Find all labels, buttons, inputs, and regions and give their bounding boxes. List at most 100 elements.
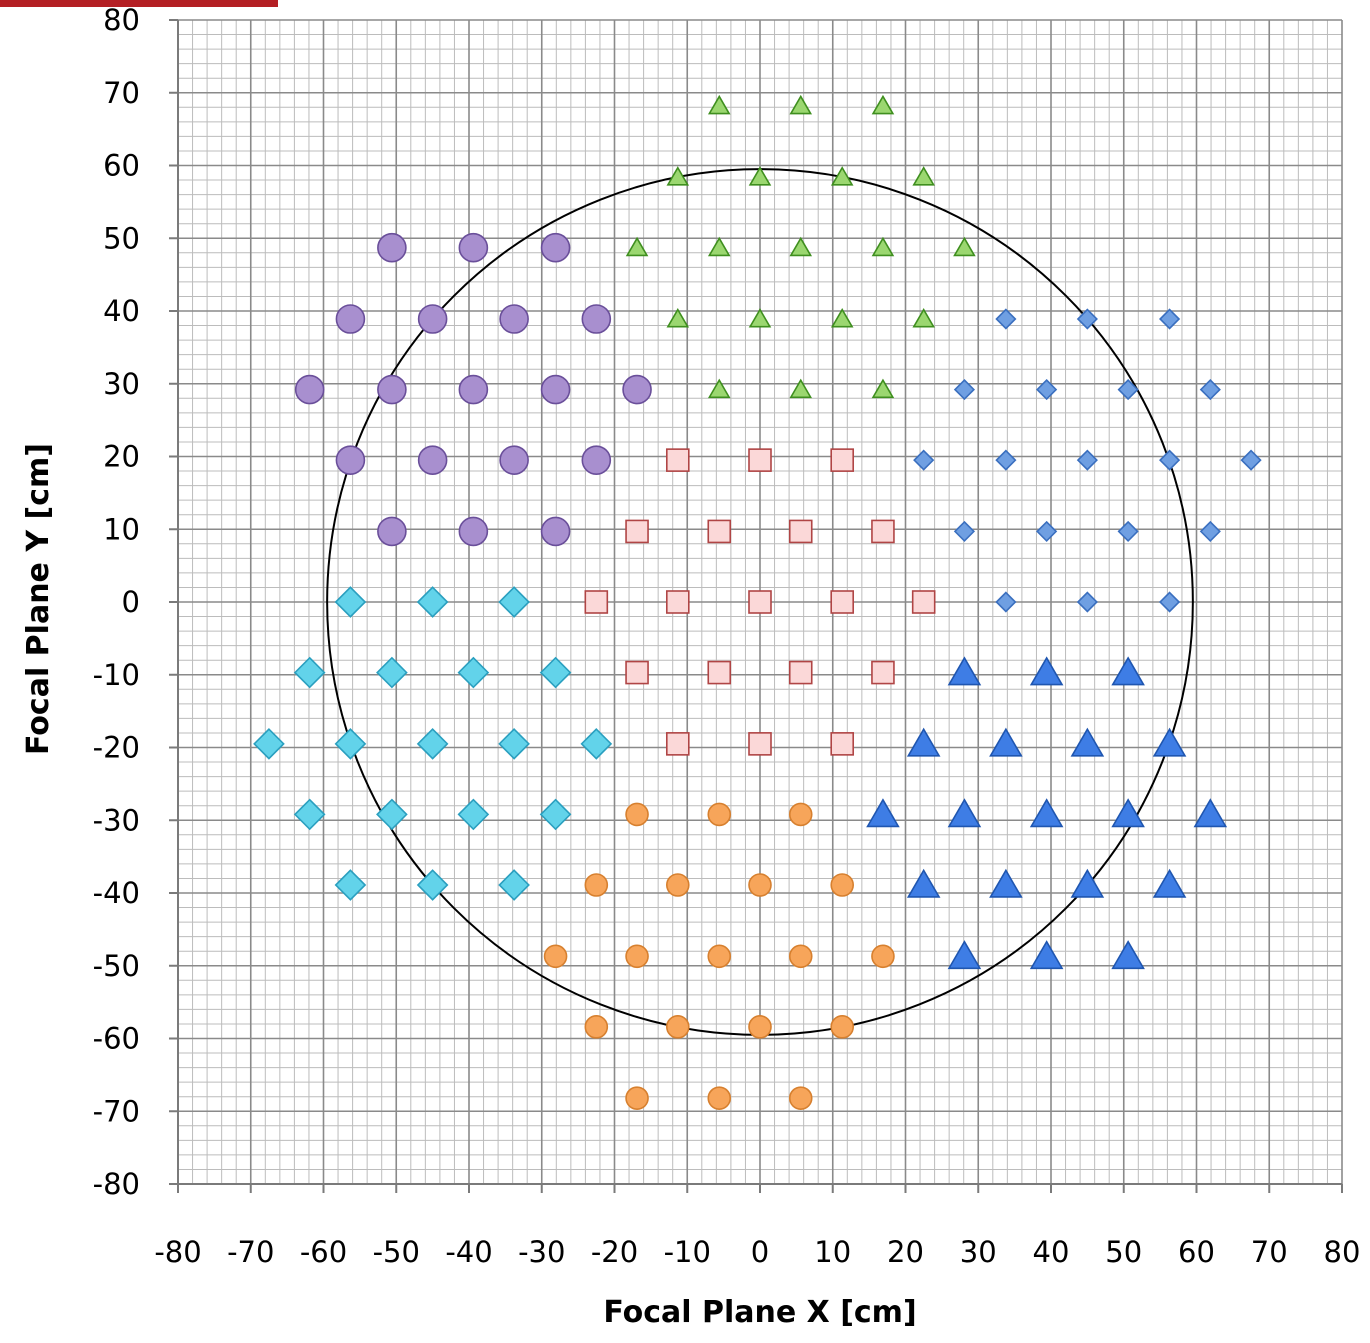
data-point-triangle <box>666 166 690 186</box>
data-point-circle <box>499 445 529 475</box>
data-point-diamond <box>995 308 1017 330</box>
data-point-circle <box>707 802 732 827</box>
data-point-square <box>665 448 690 472</box>
x-tick-label: -30 <box>518 1235 565 1269</box>
corner-accent-bar <box>0 0 278 7</box>
x-tick-label: 40 <box>1033 1235 1070 1269</box>
series-4 <box>584 448 936 756</box>
data-point-triangle <box>789 236 813 257</box>
x-tick-label: -10 <box>664 1235 711 1269</box>
data-point-circle <box>871 944 895 969</box>
data-point-circle <box>625 802 649 827</box>
y-tick-label: -40 <box>93 876 140 910</box>
data-point-triangle <box>1111 798 1145 828</box>
data-point-circle <box>377 374 407 405</box>
y-tick-label: 50 <box>103 221 140 255</box>
data-point-diamond <box>1159 308 1181 330</box>
data-point-square <box>748 590 772 614</box>
data-point-diamond <box>913 449 935 471</box>
data-point-circle <box>584 873 609 897</box>
y-tick-label: -80 <box>93 1167 140 1201</box>
data-point-square <box>830 448 855 472</box>
data-point-triangle <box>707 94 731 115</box>
data-point-circle <box>458 232 489 263</box>
data-point-diamond <box>498 869 530 901</box>
data-point-circle <box>458 374 489 405</box>
x-tick-label: -20 <box>591 1235 638 1269</box>
data-point-diamond <box>293 656 326 689</box>
data-point-triangle <box>989 727 1023 757</box>
data-point-triangle <box>866 798 900 828</box>
data-point-diamond <box>539 656 572 689</box>
data-point-triangle <box>1152 727 1187 757</box>
y-tick-label: 10 <box>103 512 140 546</box>
data-point-diamond <box>539 798 572 831</box>
x-tick-label: 0 <box>751 1235 769 1269</box>
data-point-circle <box>335 304 366 334</box>
data-points <box>253 94 1262 1110</box>
x-tick-label: 70 <box>1251 1235 1288 1269</box>
data-point-square <box>625 519 649 544</box>
data-point-diamond <box>416 586 449 618</box>
data-point-triangle <box>1111 656 1145 686</box>
data-point-diamond <box>953 520 976 543</box>
data-point-diamond <box>416 728 449 760</box>
y-tick-label: -30 <box>93 803 140 837</box>
y-tick-label: -70 <box>93 1094 140 1128</box>
data-point-circle <box>830 1015 855 1039</box>
data-point-circle <box>788 1086 813 1110</box>
data-point-circle <box>748 1015 772 1039</box>
data-point-square <box>665 590 690 614</box>
data-point-triangle <box>1070 727 1105 757</box>
data-point-circle <box>665 1015 690 1039</box>
data-point-circle <box>581 445 612 475</box>
data-point-triangle <box>707 378 731 399</box>
data-point-circle <box>707 1086 732 1110</box>
data-point-triangle <box>1193 798 1228 828</box>
y-tick-label: 30 <box>103 367 140 401</box>
x-tick-label: 50 <box>1105 1235 1142 1269</box>
x-tick-label: 60 <box>1178 1235 1215 1269</box>
data-point-triangle <box>666 308 690 328</box>
data-point-triangle <box>1029 798 1064 828</box>
x-tick-label: -80 <box>154 1235 201 1269</box>
data-point-square <box>748 448 772 472</box>
data-point-diamond <box>1199 520 1221 543</box>
data-point-triangle <box>789 378 813 399</box>
data-point-circle <box>625 944 649 969</box>
data-point-circle <box>543 944 568 969</box>
data-point-diamond <box>457 656 490 689</box>
x-tick-labels: -80 -70 -60 -50 -40 -30 -20 -10 0 10 20 30 40 50 60 70 8… <box>154 1235 1360 1269</box>
data-point-circle <box>707 944 732 969</box>
x-tick-label: 80 <box>1324 1235 1361 1269</box>
data-point-square <box>911 590 936 614</box>
x-axis-title: Focal Plane X [cm] <box>603 1295 916 1330</box>
series-3 <box>913 308 1262 613</box>
data-point-triangle <box>748 166 772 186</box>
data-point-triangle <box>1029 940 1064 970</box>
data-point-diamond <box>1036 378 1058 401</box>
series-2 <box>294 232 652 547</box>
data-point-circle <box>377 232 407 263</box>
data-point-triangle <box>1070 868 1105 898</box>
data-point-square <box>584 590 609 614</box>
data-point-triangle <box>947 798 982 828</box>
data-point-circle <box>458 516 489 547</box>
y-tick-label: 0 <box>122 585 140 619</box>
series-6 <box>866 656 1228 970</box>
x-tick-label: -60 <box>300 1235 347 1269</box>
data-point-triangle <box>1152 868 1187 898</box>
series-7 <box>543 802 895 1110</box>
data-point-circle <box>788 944 813 969</box>
data-point-diamond <box>376 798 408 831</box>
data-point-square <box>871 519 895 544</box>
y-axis-title: Focal Plane Y [cm] <box>21 443 56 755</box>
data-point-triangle <box>947 940 982 970</box>
data-point-circle <box>581 304 612 334</box>
y-tick-label: 70 <box>103 76 140 110</box>
y-tick-label: 40 <box>103 294 140 328</box>
data-point-circle <box>625 1086 649 1110</box>
data-point-diamond <box>580 728 613 760</box>
data-point-diamond <box>1076 449 1098 471</box>
data-point-diamond <box>1240 449 1262 471</box>
